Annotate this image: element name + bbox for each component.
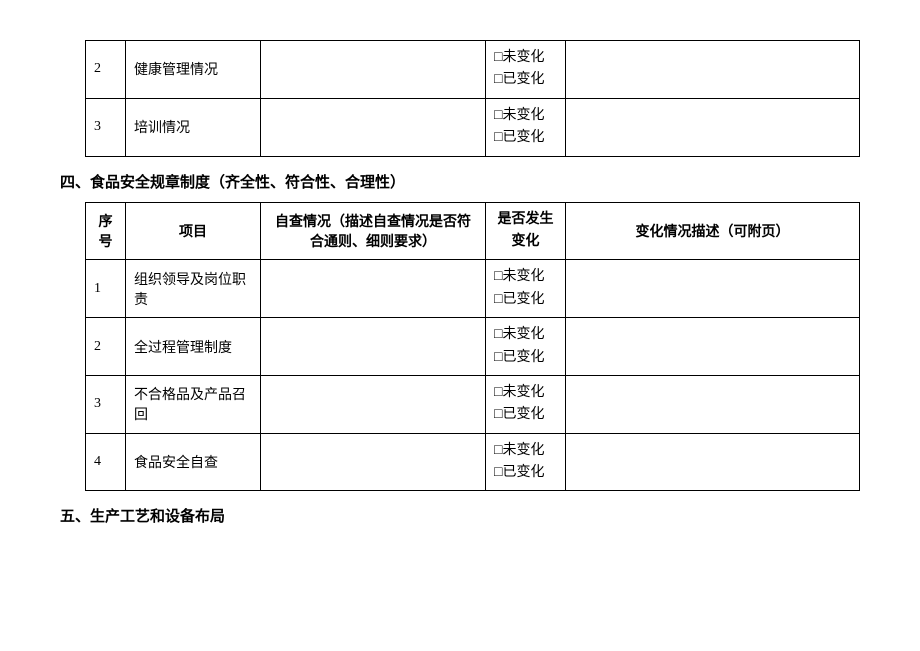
row-change-options: □未变化 □已变化: [486, 433, 566, 491]
checkbox-unchanged[interactable]: □未变化: [494, 47, 557, 69]
header-change: 是否发生变化: [486, 202, 566, 260]
section-4-title: 四、食品安全规章制度（齐全性、符合性、合理性）: [60, 171, 860, 192]
row-note: [566, 375, 860, 433]
row-desc: [261, 98, 486, 156]
row-note: [566, 433, 860, 491]
row-number: 1: [86, 260, 126, 318]
row-number: 2: [86, 41, 126, 99]
row-desc: [261, 375, 486, 433]
table-row: 4 食品安全自查 □未变化 □已变化: [86, 433, 860, 491]
row-number: 3: [86, 375, 126, 433]
row-change-options: □未变化 □已变化: [486, 260, 566, 318]
row-note: [566, 260, 860, 318]
row-desc: [261, 433, 486, 491]
table-row: 1 组织领导及岗位职责 □未变化 □已变化: [86, 260, 860, 318]
checkbox-changed[interactable]: □已变化: [494, 404, 557, 426]
row-desc: [261, 318, 486, 376]
checkbox-changed[interactable]: □已变化: [494, 69, 557, 91]
top-partial-table: 2 健康管理情况 □未变化 □已变化 3 培训情况 □未变化 □已变化: [85, 40, 860, 157]
row-note: [566, 98, 860, 156]
checkbox-unchanged[interactable]: □未变化: [494, 382, 557, 404]
row-desc: [261, 41, 486, 99]
row-item: 食品安全自查: [126, 433, 261, 491]
row-note: [566, 41, 860, 99]
header-desc: 自查情况（描述自查情况是否符合通则、细则要求）: [261, 202, 486, 260]
table-row: 3 培训情况 □未变化 □已变化: [86, 98, 860, 156]
row-number: 2: [86, 318, 126, 376]
checkbox-changed[interactable]: □已变化: [494, 289, 557, 311]
checkbox-unchanged[interactable]: □未变化: [494, 324, 557, 346]
checkbox-changed[interactable]: □已变化: [494, 462, 557, 484]
row-change-options: □未变化 □已变化: [486, 98, 566, 156]
section-5-title: 五、生产工艺和设备布局: [60, 505, 860, 526]
header-note: 变化情况描述（可附页）: [566, 202, 860, 260]
table-row: 2 全过程管理制度 □未变化 □已变化: [86, 318, 860, 376]
checkbox-unchanged[interactable]: □未变化: [494, 440, 557, 462]
row-item: 培训情况: [126, 98, 261, 156]
row-item: 不合格品及产品召回: [126, 375, 261, 433]
checkbox-changed[interactable]: □已变化: [494, 347, 557, 369]
checkbox-unchanged[interactable]: □未变化: [494, 105, 557, 127]
row-number: 4: [86, 433, 126, 491]
header-num: 序号: [86, 202, 126, 260]
section-4-table: 序号 项目 自查情况（描述自查情况是否符合通则、细则要求） 是否发生变化 变化情…: [85, 202, 860, 492]
row-note: [566, 318, 860, 376]
table-header-row: 序号 项目 自查情况（描述自查情况是否符合通则、细则要求） 是否发生变化 变化情…: [86, 202, 860, 260]
row-item: 组织领导及岗位职责: [126, 260, 261, 318]
row-item: 健康管理情况: [126, 41, 261, 99]
row-change-options: □未变化 □已变化: [486, 41, 566, 99]
header-item: 项目: [126, 202, 261, 260]
row-change-options: □未变化 □已变化: [486, 318, 566, 376]
checkbox-changed[interactable]: □已变化: [494, 127, 557, 149]
checkbox-unchanged[interactable]: □未变化: [494, 266, 557, 288]
table-row: 3 不合格品及产品召回 □未变化 □已变化: [86, 375, 860, 433]
row-desc: [261, 260, 486, 318]
table-row: 2 健康管理情况 □未变化 □已变化: [86, 41, 860, 99]
row-number: 3: [86, 98, 126, 156]
row-item: 全过程管理制度: [126, 318, 261, 376]
row-change-options: □未变化 □已变化: [486, 375, 566, 433]
